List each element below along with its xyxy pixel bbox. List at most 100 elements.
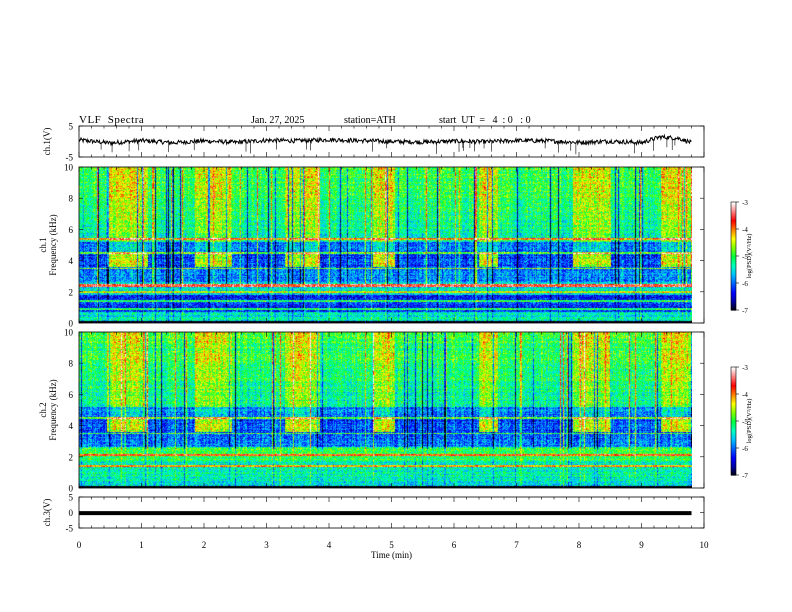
colorbar-segment <box>731 466 736 469</box>
colorbar-segment <box>731 473 736 476</box>
colorbar-segment <box>731 274 736 277</box>
colorbar-segment <box>731 370 736 373</box>
colorbar-segment <box>731 374 736 377</box>
colorbar-segment <box>731 286 736 289</box>
x-tick-label: 8 <box>577 540 582 550</box>
colorbar-segment <box>731 263 736 266</box>
ch2-spectrogram-image <box>79 332 692 488</box>
colorbar-segment <box>731 290 736 293</box>
colorbar-tick-label: -6 <box>742 280 748 288</box>
colorbar-segment <box>731 442 736 445</box>
colorbar-segment <box>731 451 736 454</box>
colorbar-segment <box>731 306 736 309</box>
colorbar-segment <box>731 223 736 226</box>
colorbar-segment <box>731 238 736 241</box>
colorbar-segment <box>731 250 736 253</box>
station-label: station=ATH <box>344 115 396 126</box>
y-tick-label: 2 <box>69 452 74 462</box>
spectrogram-channel-label: ch.1 <box>38 237 48 252</box>
colorbar-segment <box>731 421 736 424</box>
y-tick-label: 8 <box>69 194 74 204</box>
colorbar-label: log(PSD)(V²/Hz) <box>746 234 753 279</box>
colorbar-segment <box>731 397 736 400</box>
colorbar-segment <box>731 259 736 262</box>
colorbar-segment <box>731 268 736 271</box>
colorbar-segment <box>731 254 736 257</box>
colorbar-tick-label: -5 <box>742 418 748 426</box>
x-tick-label: 3 <box>264 540 269 550</box>
colorbar-segment <box>731 202 736 205</box>
colorbar-segment <box>731 469 736 472</box>
x-tick-label: 4 <box>327 540 332 550</box>
y-tick-label: 0 <box>69 319 74 329</box>
plot-title: VLF Spectra <box>79 114 145 126</box>
colorbar-segment <box>731 399 736 402</box>
x-tick-label: 0 <box>77 540 82 550</box>
colorbar-segment <box>731 394 736 397</box>
ch1-spectrogram-panel: 0 2 4 6 8 10 ch.1 Frequency (kHz) <box>38 163 705 329</box>
colorbar-segment <box>731 368 736 372</box>
ch1-colorbar: -3 -4 -5 -6 -7 log(PSD)(V²/Hz) <box>730 199 753 315</box>
y-tick-label: 6 <box>69 390 74 400</box>
colorbar-tick-label: -4 <box>742 391 748 399</box>
colorbar-segment <box>731 218 736 221</box>
colorbar-segment <box>731 277 736 280</box>
colorbar-tick-label: -7 <box>742 307 748 315</box>
colorbar-segment <box>731 229 736 232</box>
colorbar-segment <box>731 301 736 304</box>
colorbar-segment <box>731 284 736 288</box>
colorbar-segment <box>731 455 736 458</box>
colorbar-segment <box>731 464 736 467</box>
y-tick-label: 6 <box>69 225 74 235</box>
colorbar-segment <box>731 203 736 207</box>
colorbar-segment <box>731 386 736 390</box>
colorbar-segment <box>731 241 736 244</box>
spectrogram-frequency-label: Frequency (kHz) <box>48 214 58 275</box>
colorbar-segment <box>731 415 736 418</box>
colorbar-segment <box>731 437 736 440</box>
colorbar-tick-label: -4 <box>742 226 748 234</box>
y-tick-label: -5 <box>66 153 74 163</box>
colorbar-segment <box>731 212 736 216</box>
colorbar-segment <box>731 377 736 381</box>
colorbar-segment <box>731 245 736 248</box>
colorbar-segment <box>731 279 736 282</box>
colorbar-segment <box>731 252 736 255</box>
colorbar-segment <box>731 426 736 429</box>
colorbar-segment <box>731 444 736 447</box>
colorbar-segment <box>731 225 736 228</box>
colorbar-segment <box>731 302 736 306</box>
colorbar-segment <box>731 457 736 460</box>
colorbar-segment <box>731 299 736 302</box>
spectrogram-frequency-label: Frequency (kHz) <box>48 379 58 440</box>
colorbar-segment <box>731 207 736 210</box>
y-tick-label: 5 <box>69 493 74 503</box>
colorbar-tick-label: -7 <box>742 472 748 480</box>
start-time-label: start UT = 4 : 0 : 0 <box>439 115 531 126</box>
colorbar-segment <box>731 471 736 474</box>
colorbar-segment <box>731 265 736 268</box>
colorbar-segment <box>731 381 736 384</box>
y-tick-label: 10 <box>64 163 74 173</box>
colorbar-segment <box>731 392 736 395</box>
colorbar-segment <box>731 379 736 382</box>
colorbar-segment <box>731 270 736 273</box>
colorbar-segment <box>731 446 736 449</box>
y-tick-label: 0 <box>69 508 74 518</box>
colorbar-segment <box>731 288 736 291</box>
y-tick-label: 8 <box>69 359 74 369</box>
ch1-voltage-panel: 5 -5 ch.1(V) <box>42 122 705 163</box>
colorbar-segment <box>731 221 736 225</box>
ch1-spectrogram-image <box>79 167 692 323</box>
colorbar-segment <box>731 388 736 391</box>
colorbar-segment <box>731 304 736 307</box>
date-label: Jan. 27, 2025 <box>251 115 305 126</box>
x-tick-label: 5 <box>389 540 394 550</box>
colorbar-segment <box>731 308 736 311</box>
colorbar-segment <box>731 408 736 411</box>
ch3-voltage-ylabel: ch.3(V) <box>42 499 52 527</box>
y-tick-label: -5 <box>66 524 74 534</box>
colorbar-segment <box>731 440 736 444</box>
y-tick-label: 4 <box>69 256 74 266</box>
colorbar-segment <box>731 243 736 246</box>
